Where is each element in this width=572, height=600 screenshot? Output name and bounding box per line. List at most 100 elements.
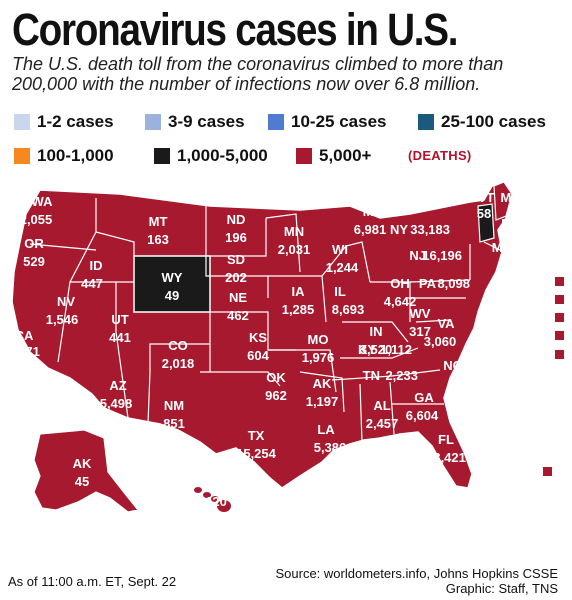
graphic-credit: Graphic: Staff, TNS bbox=[445, 581, 558, 596]
legend-item-10-25: 10-25 cases bbox=[268, 112, 386, 132]
state-deaths-dc: 621 bbox=[510, 342, 532, 357]
state-label-ma: MA bbox=[492, 240, 513, 255]
state-label-nj: NJ bbox=[409, 248, 426, 263]
state-deaths-mt: 163 bbox=[147, 232, 169, 247]
legend-label: 3-9 cases bbox=[168, 112, 245, 131]
legend-item-1-2: 1-2 cases bbox=[14, 112, 114, 132]
state-label-ne: NE bbox=[229, 290, 247, 305]
state-label-nc: NC bbox=[443, 358, 462, 373]
legend-label: 1-2 cases bbox=[37, 112, 114, 131]
legend-item-3-9: 3-9 cases bbox=[145, 112, 245, 132]
state-deaths-il: 8,693 bbox=[332, 302, 365, 317]
state-deaths-nd: 196 bbox=[225, 230, 247, 245]
state-deaths-co: 2,018 bbox=[162, 356, 195, 371]
state-deaths-ks: 604 bbox=[247, 348, 269, 363]
state-label-sd: SD bbox=[227, 252, 245, 267]
legend-item-100-1000: 100-1,000 bbox=[14, 146, 114, 166]
state-label-ca: CA bbox=[15, 328, 34, 343]
state-deaths-ky: 1,112 bbox=[380, 342, 412, 357]
state-deaths-la: 5,386 bbox=[314, 440, 347, 455]
state-label-hi: HI bbox=[210, 476, 223, 491]
state-label-sc: SC bbox=[450, 388, 469, 403]
state-deaths-mn: 2,031 bbox=[278, 242, 311, 257]
state-deaths-wi: 1,244 bbox=[326, 260, 359, 275]
state-deaths-wy: 49 bbox=[165, 288, 179, 303]
subtitle: The U.S. death toll from the coronavirus… bbox=[12, 54, 504, 94]
state-label-oh: OH bbox=[390, 276, 410, 291]
state-deaths-in: 3,520 bbox=[360, 342, 393, 357]
state-deaths-ma: 9,317 bbox=[507, 240, 540, 255]
legend-item-5000-plus: 5,000+ bbox=[296, 146, 371, 166]
state-deaths-ri: 1,099 bbox=[501, 264, 534, 279]
state-deaths-ct: 4,495 bbox=[501, 284, 534, 299]
legend-label: 1,000-5,000 bbox=[177, 146, 268, 165]
as-of-note: As of 11:00 a.m. ET, Sept. 22 bbox=[8, 574, 177, 589]
state-borders bbox=[29, 198, 501, 443]
state-label-nv: NV bbox=[57, 294, 75, 309]
legend-swatch bbox=[14, 148, 30, 164]
state-deaths-pr: 613 bbox=[508, 458, 530, 473]
state-label-al: AL bbox=[373, 398, 390, 413]
state-label-or: OR bbox=[24, 236, 44, 251]
state-deaths-ny: 33,183 bbox=[410, 222, 450, 237]
state-deaths-mi: 6,981 bbox=[354, 222, 387, 237]
legend-swatch bbox=[154, 148, 170, 164]
state-label-pa: PA bbox=[419, 276, 437, 291]
state-deaths-md: 3,895 bbox=[501, 320, 534, 335]
state-deaths-ms: 2,846 bbox=[360, 468, 393, 483]
state-deaths-vt: 58 bbox=[477, 206, 491, 221]
state-deaths-tn: 2,233 bbox=[385, 368, 418, 383]
state-label-mo: MO bbox=[308, 332, 329, 347]
state-deaths-mo: 1,976 bbox=[302, 350, 335, 365]
state-deaths-ne: 462 bbox=[227, 308, 249, 323]
state-label-nd: ND bbox=[227, 212, 246, 227]
state-label-ms: MS bbox=[368, 450, 388, 465]
state-label-id: ID bbox=[90, 258, 103, 273]
state-deaths-id: 447 bbox=[81, 276, 103, 291]
state-label-ct: CT bbox=[493, 284, 510, 299]
state-label-pr: PR bbox=[488, 458, 507, 473]
legend-item-25-100: 25-100 cases bbox=[418, 112, 546, 132]
state-deaths-ak: 1,197 bbox=[306, 394, 339, 409]
state-label-me: ME bbox=[501, 190, 521, 205]
state-label-ut: UT bbox=[111, 312, 128, 327]
legend-swatch bbox=[268, 114, 284, 130]
hawaii-shape bbox=[194, 487, 231, 512]
state-deaths-nv: 1,546 bbox=[46, 312, 79, 327]
state-label-va: VA bbox=[437, 316, 455, 331]
state-deaths-wa: 2,055 bbox=[20, 212, 53, 227]
state-markers bbox=[543, 277, 564, 476]
state-deaths-az: 5,498 bbox=[100, 396, 133, 411]
state-deaths-ca: 15,071 bbox=[0, 344, 40, 359]
page-title: Coronavirus cases in U.S. bbox=[12, 4, 459, 55]
state-label-md: MD bbox=[486, 320, 506, 335]
state-deaths-ak: 45 bbox=[75, 474, 89, 489]
legend-swatch bbox=[14, 114, 30, 130]
state-label-in: IN bbox=[370, 324, 383, 339]
legend: 1-2 cases 3-9 cases 10-25 cases 25-100 c… bbox=[0, 108, 572, 168]
state-deaths-me: 140 bbox=[528, 190, 550, 205]
legend-label: 25-100 cases bbox=[441, 112, 546, 131]
state-label-ks: KS bbox=[249, 330, 267, 345]
us-map: WA 2,055 OR 529 CA 15,071 ID 447 NV 1,546 MT 163 WY 4… bbox=[0, 172, 572, 572]
state-deaths-ok: 962 bbox=[265, 388, 287, 403]
state-deaths-pa: 8,098 bbox=[437, 276, 470, 291]
state-label-ok: OK bbox=[266, 370, 286, 385]
state-label-ri: RI bbox=[497, 264, 510, 279]
maine-shape bbox=[493, 181, 513, 221]
state-deaths-de: 628 bbox=[510, 302, 532, 317]
state-label-ny: NY bbox=[390, 222, 408, 237]
state-label-mn: MN bbox=[284, 224, 304, 239]
state-label-ga: GA bbox=[414, 390, 434, 405]
state-label-wy: WY bbox=[162, 270, 183, 285]
state-deaths-nm: 851 bbox=[163, 416, 185, 431]
state-deaths-al: 2,457 bbox=[366, 416, 399, 431]
legend-label: 100-1,000 bbox=[37, 146, 114, 165]
state-label-nh: NH bbox=[501, 216, 520, 231]
legend-swatch bbox=[145, 114, 161, 130]
state-deaths-nh: 439 bbox=[526, 216, 548, 231]
state-deaths-sc: 3,212 bbox=[473, 388, 506, 403]
state-deaths-nc: 3,286 bbox=[467, 358, 500, 373]
state-deaths-ut: 441 bbox=[109, 330, 131, 345]
